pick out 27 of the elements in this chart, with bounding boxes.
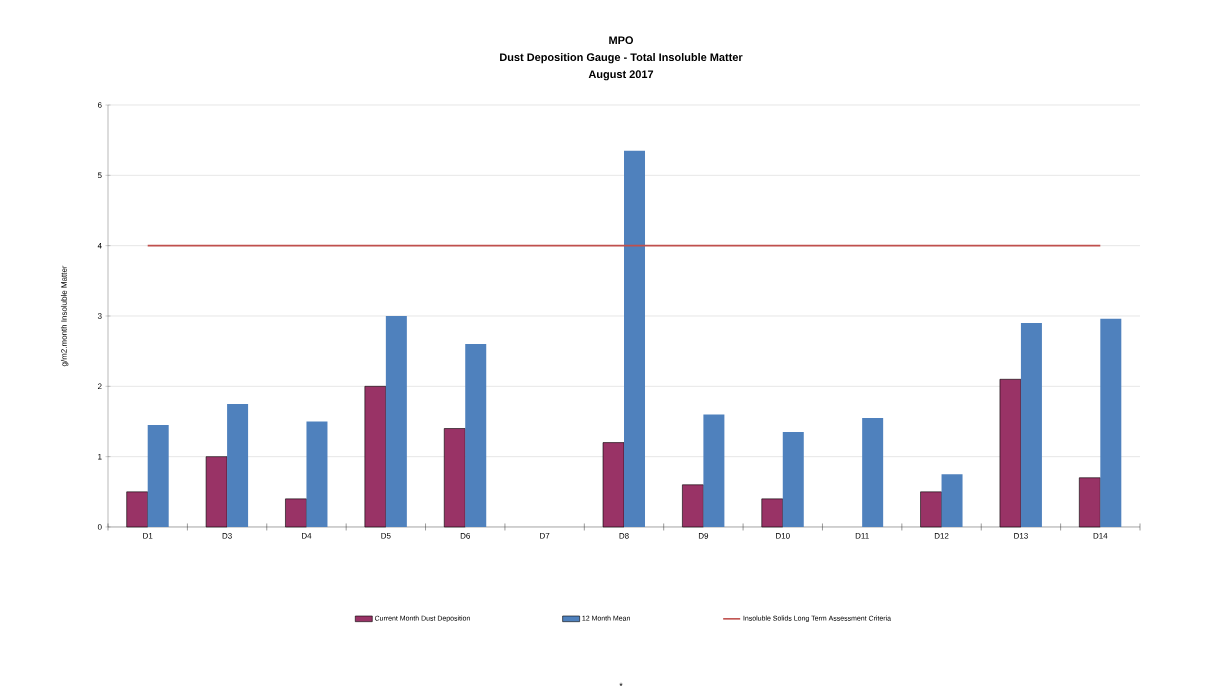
text: * <box>619 682 623 686</box>
chart-subtitle: Dust Deposition Gauge - Total Insoluble Matter <box>500 53 743 64</box>
bar <box>862 417 884 527</box>
text: August 2017 <box>588 70 654 81</box>
bar <box>364 386 387 528</box>
bar <box>941 474 963 527</box>
bar <box>602 442 625 528</box>
bar <box>126 491 148 528</box>
bar <box>999 378 1022 528</box>
bar <box>920 491 942 528</box>
bar <box>782 432 804 527</box>
bar <box>227 403 249 527</box>
bar <box>1020 323 1042 527</box>
bar <box>761 498 784 528</box>
chart-title: MPO <box>609 36 634 45</box>
bar <box>285 498 307 528</box>
bar <box>624 150 646 527</box>
bar <box>1100 318 1122 527</box>
bar <box>205 456 228 528</box>
bar <box>465 344 487 527</box>
bar <box>443 428 466 528</box>
bar <box>306 421 328 527</box>
bar <box>1079 477 1101 528</box>
bar <box>682 484 704 528</box>
bar <box>703 414 725 527</box>
bar <box>385 315 407 527</box>
bar <box>147 425 169 527</box>
